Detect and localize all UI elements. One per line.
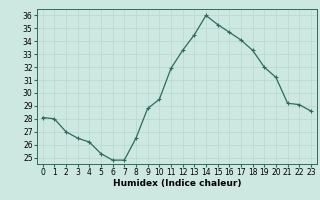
X-axis label: Humidex (Indice chaleur): Humidex (Indice chaleur)	[113, 179, 241, 188]
